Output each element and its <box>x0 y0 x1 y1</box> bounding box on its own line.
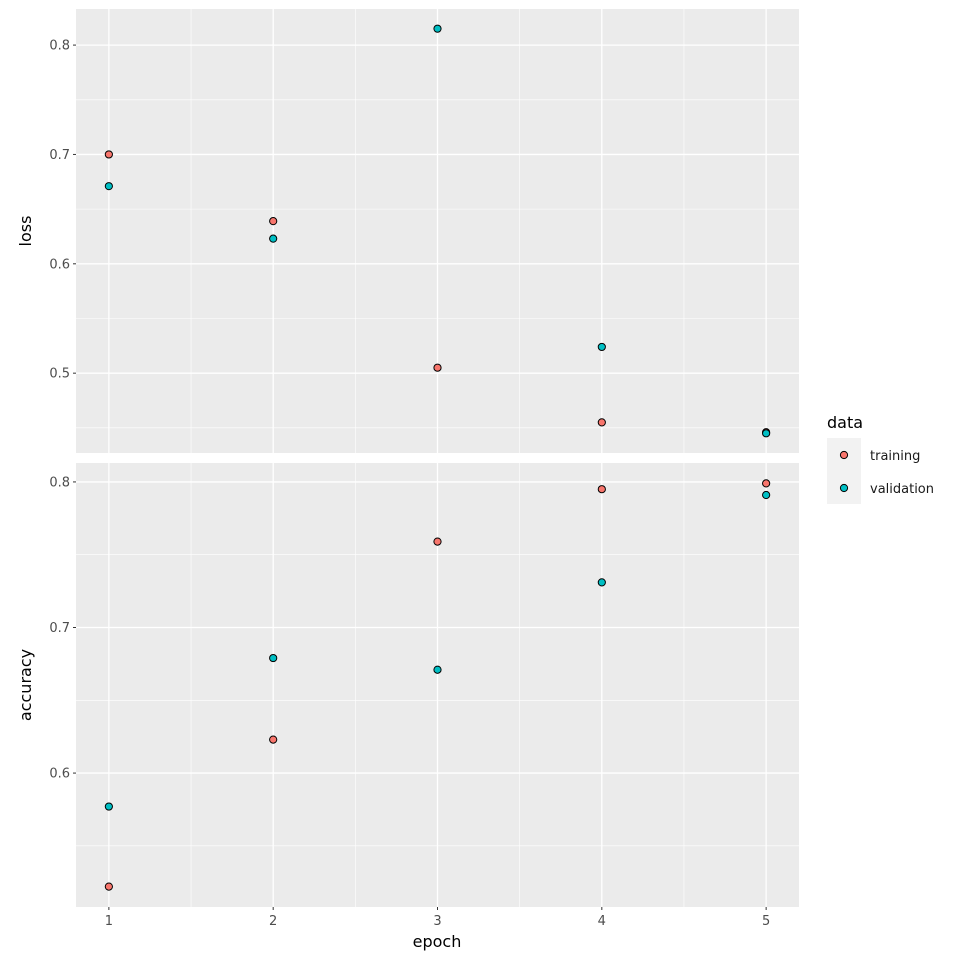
point-training-epoch-5 <box>762 479 771 488</box>
x-tick-label: 3 <box>433 914 441 929</box>
y-tick-label: 0.6 <box>49 257 70 272</box>
x-tick-label: 1 <box>105 914 113 929</box>
x-axis-title: epoch <box>413 932 462 951</box>
point-training-epoch-4 <box>597 485 606 494</box>
point-validation-epoch-5 <box>762 429 771 438</box>
point-validation-epoch-5 <box>762 490 771 500</box>
y-tick-label: 0.7 <box>49 621 70 636</box>
legend-key-validation <box>839 483 849 493</box>
y-axis-title-loss: loss <box>16 216 35 247</box>
y-tick-label: 0.8 <box>49 475 70 490</box>
point-training-epoch-3 <box>433 363 442 372</box>
legend: data training validation <box>827 413 934 504</box>
legend-key-training <box>839 450 849 460</box>
panel-accuracy: 0.6 0.7 0.8 1 2 3 4 5 <box>49 463 799 929</box>
point-validation-epoch-3 <box>433 24 442 33</box>
point-training-epoch-4 <box>597 418 606 427</box>
legend-label-validation: validation <box>870 482 934 497</box>
x-tick-label: 4 <box>598 914 606 929</box>
legend-title: data <box>827 413 863 432</box>
point-training-epoch-3 <box>433 537 442 546</box>
y-axis-title-accuracy: accuracy <box>16 649 35 721</box>
y-tick-label: 0.8 <box>49 39 70 54</box>
y-tick-label: 0.7 <box>49 148 70 163</box>
point-validation-epoch-2 <box>269 234 278 243</box>
point-training-epoch-2 <box>269 217 278 226</box>
x-tick-label: 2 <box>269 914 277 929</box>
point-validation-epoch-3 <box>433 665 442 674</box>
point-training-epoch-1 <box>104 882 113 891</box>
legend-label-training: training <box>870 449 920 464</box>
point-training-epoch-2 <box>269 735 278 744</box>
point-training-epoch-1 <box>104 150 113 159</box>
point-validation-epoch-4 <box>597 342 606 352</box>
point-validation-epoch-1 <box>104 182 113 191</box>
legend-key-background <box>827 438 861 504</box>
point-validation-epoch-2 <box>269 653 278 663</box>
panel-loss: 0.5 0.6 0.7 0.8 <box>49 9 799 453</box>
point-validation-epoch-4 <box>597 578 606 587</box>
point-validation-epoch-1 <box>104 802 113 811</box>
y-tick-label: 0.5 <box>49 367 70 382</box>
x-tick-label: 5 <box>762 914 770 929</box>
y-tick-label: 0.6 <box>49 767 70 782</box>
